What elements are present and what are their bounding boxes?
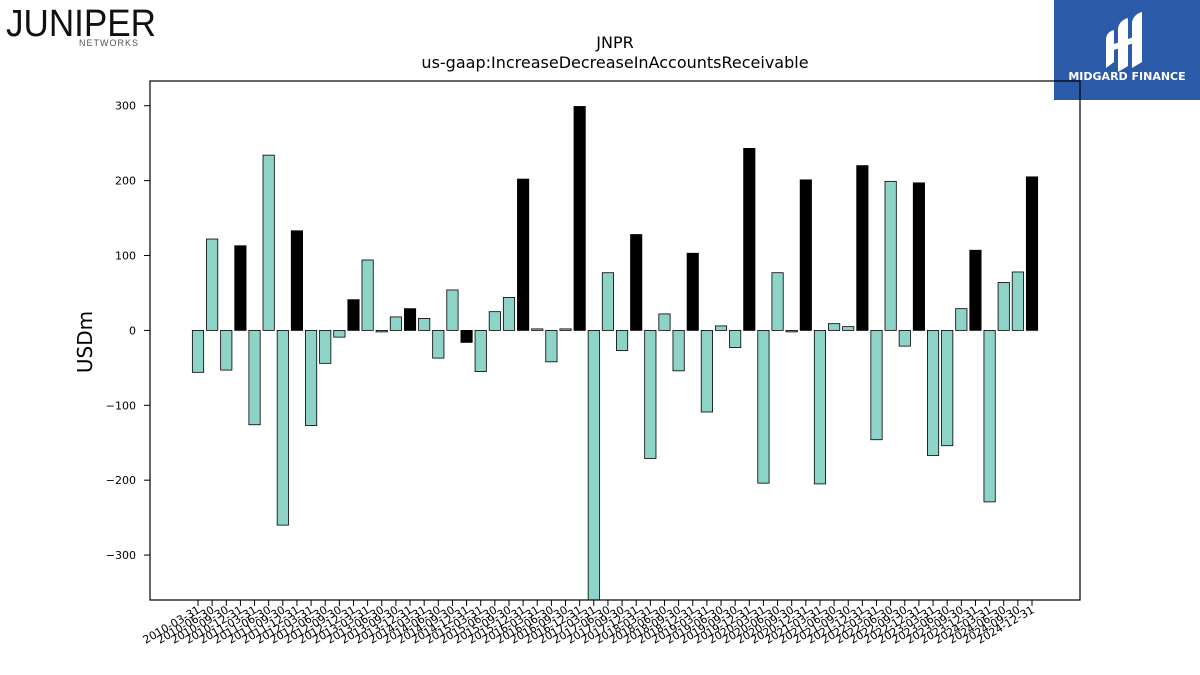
bar xyxy=(616,329,629,352)
bar xyxy=(460,329,473,343)
bar xyxy=(502,297,516,331)
bar xyxy=(1025,176,1039,331)
bar xyxy=(672,329,685,372)
bar xyxy=(729,329,742,349)
bar xyxy=(828,323,841,331)
bar xyxy=(644,329,657,459)
y-tick-label: −300 xyxy=(106,549,136,562)
bar xyxy=(573,106,586,331)
chart-title: JNPR xyxy=(595,33,633,52)
bar xyxy=(418,318,431,331)
bar xyxy=(870,329,883,441)
bar xyxy=(714,325,728,331)
bar xyxy=(700,329,713,413)
bar xyxy=(531,328,544,331)
bar xyxy=(898,329,911,347)
bar xyxy=(389,316,402,331)
bar xyxy=(955,308,968,331)
bar xyxy=(220,329,233,371)
bars-group xyxy=(191,106,1039,601)
bar xyxy=(1011,271,1024,331)
juniper-subtitle: NETWORKS xyxy=(79,38,139,48)
y-tick-label: −100 xyxy=(106,399,136,412)
juniper-wordmark: JUNIPER xyxy=(6,3,156,45)
bar xyxy=(545,329,558,363)
bar xyxy=(361,259,374,331)
bar xyxy=(559,328,572,331)
y-ticks-group: −300 −200 −100 0 100 200 300 xyxy=(106,100,150,562)
bar xyxy=(375,329,388,333)
bar xyxy=(488,311,501,331)
bar xyxy=(856,165,869,331)
bar xyxy=(248,329,261,426)
bar xyxy=(601,272,614,331)
x-ticks-group: 2010-03-312010-06-302010-09-302010-12-31… xyxy=(141,600,1037,647)
bar xyxy=(630,234,643,331)
midgard-wordmark: MIDGARD FINANCE xyxy=(1068,70,1185,83)
bar xyxy=(743,147,756,331)
midgard-finance-logo: MIDGARD FINANCE xyxy=(1054,0,1200,100)
bar xyxy=(983,329,996,503)
bar xyxy=(290,230,304,331)
chart-subtitle: us-gaap:IncreaseDecreaseInAccountsReceiv… xyxy=(421,53,808,72)
y-tick-label: 200 xyxy=(115,175,136,188)
y-tick-label: 300 xyxy=(115,100,136,113)
bar xyxy=(347,299,360,331)
bar xyxy=(757,329,770,484)
bar xyxy=(799,179,812,331)
bar xyxy=(686,252,699,331)
bar xyxy=(785,329,798,333)
bar xyxy=(813,329,827,485)
juniper-networks-logo: JUNIPER NETWORKS xyxy=(6,3,156,48)
bar xyxy=(333,329,346,338)
bar xyxy=(997,282,1010,331)
bar xyxy=(771,272,784,331)
bar xyxy=(587,329,600,601)
bar xyxy=(969,249,982,331)
bar xyxy=(658,313,671,331)
bar xyxy=(884,180,897,331)
bar xyxy=(206,238,219,331)
bar xyxy=(276,329,289,526)
y-tick-label: 0 xyxy=(129,324,136,337)
y-tick-label: −200 xyxy=(106,474,136,487)
bar xyxy=(305,329,318,426)
plot-frame xyxy=(149,80,1081,601)
bar xyxy=(403,308,417,331)
bar xyxy=(262,154,275,331)
bar xyxy=(474,329,487,372)
bar xyxy=(941,329,954,447)
bar xyxy=(234,245,247,331)
bar xyxy=(319,329,332,364)
bar xyxy=(446,289,459,331)
y-tick-label: 100 xyxy=(115,249,136,262)
midgard-emblem-icon xyxy=(1106,12,1142,72)
y-axis-label: USDm xyxy=(73,311,97,373)
bar xyxy=(191,329,205,373)
bar xyxy=(912,182,925,331)
bar xyxy=(432,329,445,359)
bar xyxy=(842,326,855,331)
bar xyxy=(927,329,940,456)
bar xyxy=(517,178,530,331)
